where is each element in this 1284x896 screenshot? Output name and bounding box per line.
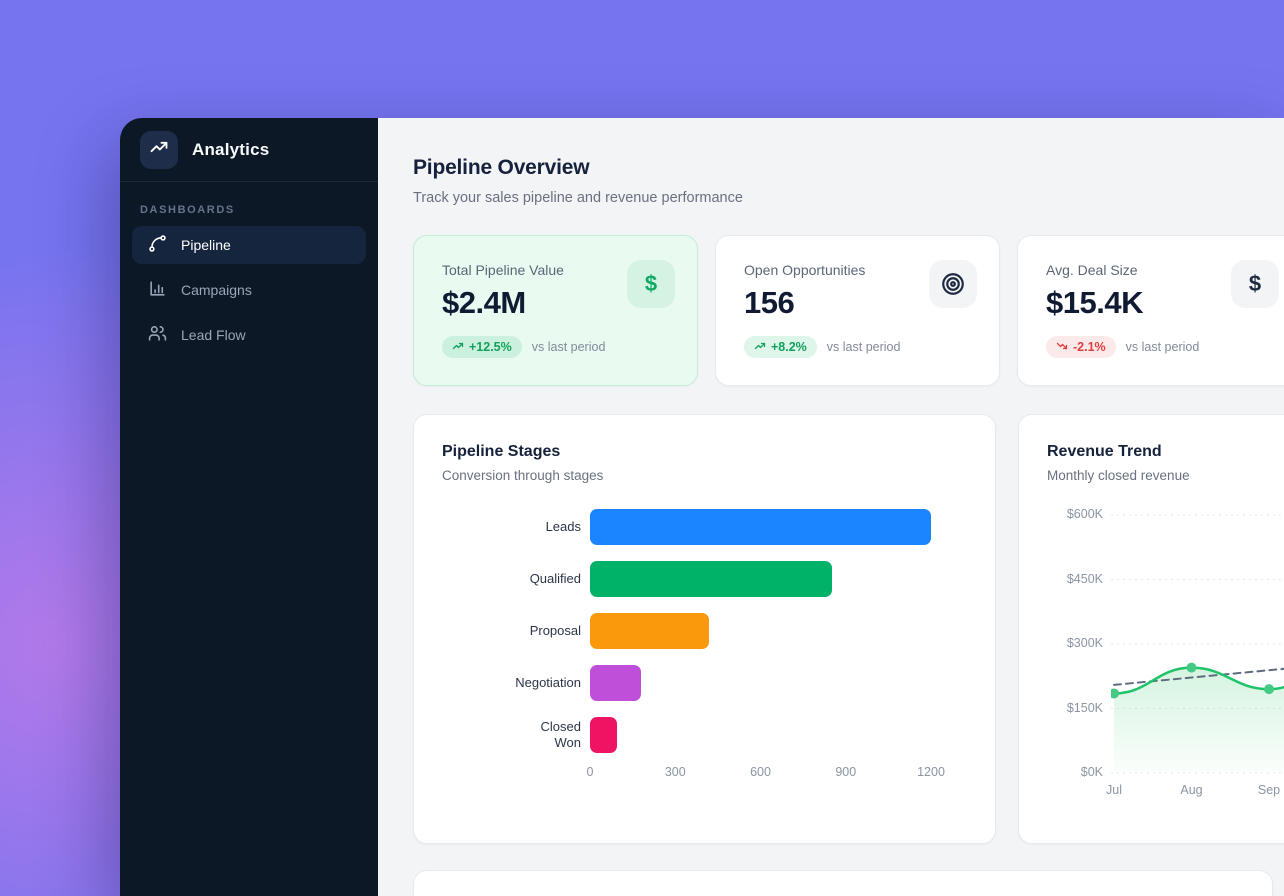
funnel-category-label: Leads <box>545 518 581 534</box>
sidebar-item-label: Lead Flow <box>181 327 246 343</box>
funnel-bar-track <box>590 561 967 597</box>
change-badge: -2.1% <box>1046 336 1116 358</box>
funnel-bar-negotiation[interactable] <box>590 665 641 701</box>
app-window: Analytics DASHBOARDS Pipeline Campaign <box>120 118 1284 896</box>
sidebar-nav: Pipeline Campaigns Lead Flow <box>120 226 378 354</box>
revenue-plot-area[interactable]: Jul Aug Sep <box>1106 507 1284 797</box>
y-axis-tick: $150K <box>1066 700 1103 715</box>
charts-row: Pipeline Stages Conversion through stage… <box>413 414 1284 844</box>
stat-value: $15.4K <box>1046 285 1143 320</box>
sidebar-section-label: DASHBOARDS <box>140 204 235 216</box>
sidebar-item-label: Pipeline <box>181 237 231 253</box>
route-icon <box>148 234 167 256</box>
y-axis-tick: $300K <box>1066 636 1103 650</box>
x-axis-tick: Sep <box>1257 783 1281 797</box>
chart-subtitle: Monthly closed revenue <box>1047 468 1190 483</box>
funnel-category-label: Closed Won <box>540 718 581 750</box>
funnel-row: Leads <box>442 509 967 545</box>
y-axis-tick: $0K <box>1080 765 1103 779</box>
revenue-line <box>1112 666 1284 695</box>
compare-label: vs last period <box>826 340 901 354</box>
funnel-bar-track <box>590 665 967 701</box>
stat-card-total-pipeline-value: Total Pipeline Value $2.4M +12.5% vs las… <box>413 235 698 386</box>
compare-label: vs last period <box>1125 340 1200 354</box>
pipeline-stages-chart: Leads Qualified Proposal Negotiation Closed … <box>442 509 967 783</box>
revenue-trend-chart: $600K $450K $300K $150K $0K Jul Aug Sep <box>1047 507 1284 817</box>
change-badge: +8.2% <box>744 336 817 358</box>
trending-up-icon <box>452 340 464 355</box>
funnel-row: Closed Won <box>442 717 967 753</box>
chart-subtitle: Conversion through stages <box>442 468 604 483</box>
revenue-point-sep[interactable] <box>1264 684 1274 695</box>
funnel-category-label: Negotiation <box>515 674 581 690</box>
stat-card-avg-deal-size: Avg. Deal Size $15.4K -2.1% vs last peri… <box>1017 235 1284 386</box>
x-axis-tick: 600 <box>750 765 771 779</box>
funnel-bar-track <box>590 613 967 649</box>
stats-row: Total Pipeline Value $2.4M +12.5% vs las… <box>413 235 1284 386</box>
pipeline-stages-card: Pipeline Stages Conversion through stage… <box>413 414 996 844</box>
compare-label: vs last period <box>531 340 606 354</box>
sidebar-item-pipeline[interactable]: Pipeline <box>132 226 366 264</box>
bar-chart-icon <box>148 279 167 301</box>
stat-label: Avg. Deal Size <box>1046 262 1138 278</box>
stat-value: $2.4M <box>442 285 526 320</box>
sidebar-divider <box>120 181 378 182</box>
trending-down-icon <box>1056 340 1068 355</box>
page-subtitle: Track your sales pipeline and revenue pe… <box>413 190 743 206</box>
chart-title: Pipeline Stages <box>442 443 561 460</box>
y-axis-tick: $450K <box>1066 571 1103 586</box>
x-axis-tick: 0 <box>586 765 594 779</box>
revenue-point-aug[interactable] <box>1186 662 1197 673</box>
change-badge: +12.5% <box>442 336 522 358</box>
funnel-bar-closed-won[interactable] <box>590 717 617 753</box>
target-icon <box>929 260 977 308</box>
funnel-bar-leads[interactable] <box>590 509 931 545</box>
funnel-row: Proposal <box>442 613 967 649</box>
funnel-row: Negotiation <box>442 665 967 701</box>
main-content: Pipeline Overview Track your sales pipel… <box>378 118 1284 896</box>
revenue-area-fill <box>1114 667 1284 773</box>
sidebar-item-lead-flow[interactable]: Lead Flow <box>132 316 366 354</box>
stat-card-open-opportunities: Open Opportunities 156 +8.2% vs last per… <box>715 235 1000 386</box>
trending-up-icon <box>754 340 766 355</box>
users-icon <box>148 324 167 346</box>
funnel-category-label: Proposal <box>529 622 581 638</box>
stat-label: Total Pipeline Value <box>442 262 564 278</box>
funnel-category-label: Qualified <box>529 570 581 586</box>
revenue-point-jul[interactable] <box>1109 688 1119 699</box>
funnel-bar-track <box>590 717 967 753</box>
stat-value: 156 <box>744 285 795 320</box>
x-axis-tick: 1200 <box>917 765 945 779</box>
x-axis-tick: 300 <box>664 765 686 779</box>
x-axis-tick: Aug <box>1180 783 1203 797</box>
funnel-row: Qualified <box>442 561 967 597</box>
funnel-bar-proposal[interactable] <box>590 613 709 649</box>
sidebar-item-label: Campaigns <box>181 282 252 298</box>
revenue-trend-card: Revenue Trend Monthly closed revenue $60… <box>1018 414 1284 844</box>
dollar-icon: $ <box>1231 260 1279 308</box>
sidebar: Analytics DASHBOARDS Pipeline Campaign <box>120 118 378 896</box>
x-axis-tick: 900 <box>835 765 857 779</box>
sidebar-header: Analytics <box>120 118 378 181</box>
x-axis: 0 300 600 900 1200 <box>442 765 967 783</box>
app-title: Analytics <box>192 139 270 159</box>
sidebar-item-campaigns[interactable]: Campaigns <box>132 271 366 309</box>
funnel-bar-qualified[interactable] <box>590 561 832 597</box>
bottom-card <box>413 870 1273 896</box>
funnel-bar-track <box>590 509 967 545</box>
trending-up-icon <box>149 137 169 162</box>
stat-label: Open Opportunities <box>744 262 866 278</box>
app-logo <box>140 130 178 169</box>
chart-title: Revenue Trend <box>1047 443 1162 460</box>
y-axis-tick: $600K <box>1066 507 1103 521</box>
page-title: Pipeline Overview <box>413 156 590 179</box>
dollar-icon: $ <box>627 260 675 308</box>
x-axis-tick: Jul <box>1106 783 1122 797</box>
